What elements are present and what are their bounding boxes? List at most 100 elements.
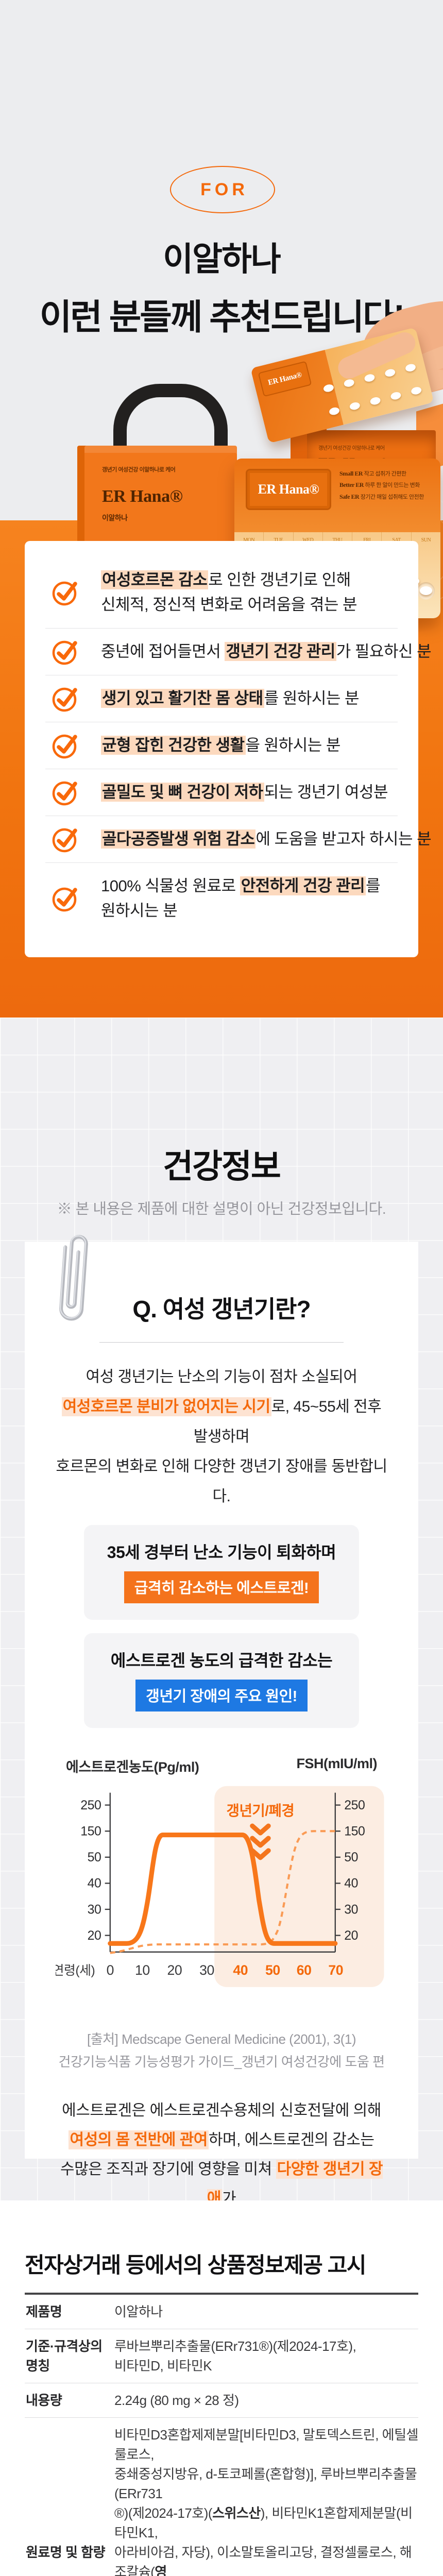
menopause-highlight bbox=[214, 1786, 384, 1987]
day-label: WED bbox=[302, 537, 314, 543]
checklist-item-6: 골다공증발생 위험 감소에 도움을 받고자 하시는 분 bbox=[25, 827, 432, 853]
for-badge: FOR bbox=[170, 166, 275, 213]
value-bold: 스위스산 bbox=[212, 2505, 261, 2521]
paragraph-line: 수많은 조직과 장기에 영향을 미쳐 bbox=[60, 2161, 276, 2178]
row-label: 원료명 및 함량 bbox=[25, 2543, 114, 2562]
check-icon bbox=[52, 640, 77, 665]
orange-badge: 급격히 감소하는 에스트로겐! bbox=[124, 1571, 319, 1603]
blister-features: Small ER 작고 섭취가 간편한 Better ER 하루 한 알이 만드… bbox=[339, 468, 432, 502]
item-strong: 갱년기 건강 관리 bbox=[225, 642, 336, 661]
y-tick: 250 bbox=[344, 1799, 365, 1812]
item-text: 로 인한 갱년기로 인해 bbox=[208, 571, 351, 589]
check-icon bbox=[52, 887, 77, 912]
row-label: 기준·규격상의 명칭 bbox=[25, 2336, 114, 2376]
checklist-item-7: 100% 식물성 원료로 안전하게 건강 관리를 원하시는 분 bbox=[25, 874, 418, 923]
item-text: 되는 갱년기 여성분 bbox=[264, 783, 388, 801]
product-notice-section: 전자상거래 등에서의 상품정보제공 고시 제품명 이알하나 기준·규격상의 명칭… bbox=[0, 2200, 443, 2576]
estrogen-paragraph: 에스트로겐은 에스트로겐수용체의 신호전달에 의해 여성의 몸 전반에 관여하며… bbox=[56, 2096, 387, 2200]
y-tick: 30 bbox=[88, 1903, 101, 1917]
item-strong: 안전하게 건강 관리 bbox=[240, 876, 366, 895]
item-text: 를 원하시는 분 bbox=[264, 689, 360, 707]
item-text: 를 bbox=[366, 877, 381, 895]
paperclip-icon bbox=[59, 1235, 88, 1321]
item-text: 에 도움을 받고자 하시는 분 bbox=[255, 830, 432, 848]
item-strong: 여성호르몬 감소 bbox=[101, 570, 209, 589]
check-icon bbox=[52, 734, 77, 759]
feature-better-er: Better ER bbox=[339, 481, 364, 489]
estrogen-line bbox=[108, 1832, 338, 1946]
y-tick: 20 bbox=[344, 1929, 358, 1943]
item-text: 을 원하시는 분 bbox=[245, 736, 341, 754]
row-value: 2.24g (80 mg × 28 정) bbox=[114, 2393, 239, 2408]
day-label: MON bbox=[243, 537, 255, 543]
y-tick: 20 bbox=[88, 1929, 101, 1943]
day-label: SAT bbox=[392, 537, 401, 543]
item-strong: 생기 있고 활기찬 몸 상태 bbox=[101, 689, 264, 708]
y-tick: 150 bbox=[344, 1824, 365, 1838]
value-text: ®)(제2024-17호)( bbox=[114, 2505, 213, 2521]
value-text: ), 비타민K1혼합제제분말(비타민K1, bbox=[114, 2505, 413, 2540]
day-label: THU bbox=[332, 537, 343, 543]
value-text: 아라비아검, 자당), 이소말토올리고당, 결정셀룰로스, 해조칼슘( bbox=[114, 2545, 412, 2576]
label-line: 명칭 bbox=[26, 2358, 50, 2374]
health-info-section: 건강정보 ※ 본 내용은 제품에 대한 설명이 아닌 건강정보입니다. Q. 여… bbox=[0, 1018, 443, 2200]
feature-safe-er: Safe ER bbox=[339, 493, 360, 500]
paragraph-line: 하며, 에스트로겐의 감소는 bbox=[208, 2131, 374, 2148]
check-icon bbox=[52, 781, 77, 806]
health-info-disclaimer: ※ 본 내용은 제품에 대한 설명이 아닌 건강정보입니다. bbox=[57, 1201, 386, 1217]
table-row-standard-name: 기준·규격상의 명칭 루바브뿌리추출물(ERr731®)(제2024-17호),… bbox=[25, 2329, 418, 2383]
x-tick-highlight: 70 bbox=[328, 1962, 343, 1978]
y-tick: 30 bbox=[344, 1903, 358, 1917]
right-axis-label: FSH(mIU/ml) bbox=[296, 1756, 378, 1771]
table-row-ingredients: 원료명 및 함량 비타민D3혼합제제분말[비타민D3, 말토덱스트린, 에틸셀룰… bbox=[25, 2418, 418, 2576]
table-row-amount: 내용량 2.24g (80 mg × 28 정) bbox=[25, 2383, 418, 2418]
row-label: 내용량 bbox=[26, 2393, 62, 2408]
hero-title-line1: 이알하나 bbox=[163, 241, 281, 278]
answer-paragraph: 여성 갱년기는 난소의 기능이 점차 소실되어 여성호르몬 분비가 없어지는 시… bbox=[56, 1362, 387, 1512]
x-tick-highlight: 50 bbox=[265, 1962, 280, 1978]
value-line: 아라비아검, 자당), 이소말토올리고당, 결정셀룰로스, 해조칼슘(영 bbox=[114, 2543, 418, 2576]
source-line1: [출처] Medscape General Medicine (2001), 3… bbox=[87, 2031, 356, 2047]
x-tick: 30 bbox=[199, 1962, 214, 1978]
check-icon bbox=[52, 687, 77, 712]
divider bbox=[45, 862, 398, 863]
checklist-item-5: 골밀도 및 뼈 건강이 저하되는 갱년기 여성분 bbox=[25, 780, 418, 806]
feature-better-er-desc: 하루 한 알이 만드는 변화 bbox=[365, 482, 420, 489]
y-tick: 150 bbox=[80, 1824, 101, 1838]
checklist-item-2: 중년에 접어들면서 갱년기 건강 관리가 필요하신 분 bbox=[25, 639, 432, 665]
value-bold: 영 bbox=[155, 2564, 167, 2576]
row-value: 루바브뿌리추출물(ERr731®)(제2024-17호), 비타민D, 비타민K bbox=[114, 2336, 418, 2376]
divider bbox=[99, 1342, 344, 1343]
feature-small-er-desc: 작고 섭취가 간편한 bbox=[364, 471, 407, 477]
item-text: 100% 식물성 원료로 bbox=[101, 877, 240, 895]
x-tick-highlight: 60 bbox=[297, 1962, 312, 1978]
y-tick: 40 bbox=[88, 1877, 101, 1891]
item-strong: 골다공증발생 위험 감소 bbox=[101, 829, 256, 849]
hormone-chart: 250 150 50 40 30 20 250 150 50 4 bbox=[53, 1781, 387, 2016]
checklist-item-3: 생기 있고 활기찬 몸 상태를 원하시는 분 bbox=[25, 686, 418, 712]
y-tick: 250 bbox=[80, 1799, 101, 1812]
value-line: 중쇄중성지방유, d-토코페롤(혼합형)], 루바브뿌리추출물(ERr731 bbox=[114, 2466, 417, 2501]
chart-annotation: 갱년기/폐경 bbox=[227, 1803, 295, 1819]
paragraph-line: 호르몬의 변화로 인해 다양한 갱년기 장애를 동반합니다. bbox=[56, 1458, 387, 1505]
notice-heading: 전자상거래 등에서의 상품정보제공 고시 bbox=[25, 2253, 366, 2277]
chevron-down-icon bbox=[250, 1823, 271, 1860]
label-line: 원료명 bbox=[26, 2545, 62, 2560]
info-box-estrogen: 35세 경부터 난소 기능이 퇴화하며 급격히 감소하는 에스트로겐! bbox=[84, 1525, 359, 1620]
gift-box-brand: ER Hana® bbox=[102, 487, 183, 506]
box-tagline: 갱년기 여성건강 이알하나로 케어 bbox=[318, 446, 385, 451]
info-box-cause: 에스트로겐 농도의 급격한 감소는 갱년기 장애의 주요 원인! bbox=[84, 1633, 359, 1728]
row-label: 제품명 bbox=[26, 2304, 62, 2319]
line-chart: 250 150 50 40 30 20 250 150 50 4 bbox=[53, 1786, 384, 1987]
paragraph-line: 에스트로겐은 에스트로겐수용체의 신호전달에 의해 bbox=[62, 2102, 381, 2119]
blue-badge: 갱년기 장애의 주요 원인! bbox=[135, 1680, 308, 1711]
paragraph-line: 로, 45~55세 전후 발생하며 bbox=[193, 1398, 382, 1445]
day-label: FRI bbox=[363, 537, 371, 543]
qa-card: Q. 여성 갱년기란? 여성 갱년기는 난소의 기능이 점차 소실되어 여성호르… bbox=[25, 1235, 418, 2200]
x-tick-highlight: 40 bbox=[233, 1962, 248, 1978]
paragraph-line: 가 bbox=[222, 2190, 236, 2200]
question-heading: Q. 여성 갱년기란? bbox=[132, 1296, 311, 1323]
recommendation-checklist: 여성호르몬 감소로 인한 갱년기로 인해 신체적, 정신적 변화로 어려움을 겪… bbox=[25, 541, 432, 957]
value-line: 비타민D, 비타민K bbox=[114, 2358, 212, 2374]
blister-brand: ER Hana® bbox=[258, 482, 319, 497]
